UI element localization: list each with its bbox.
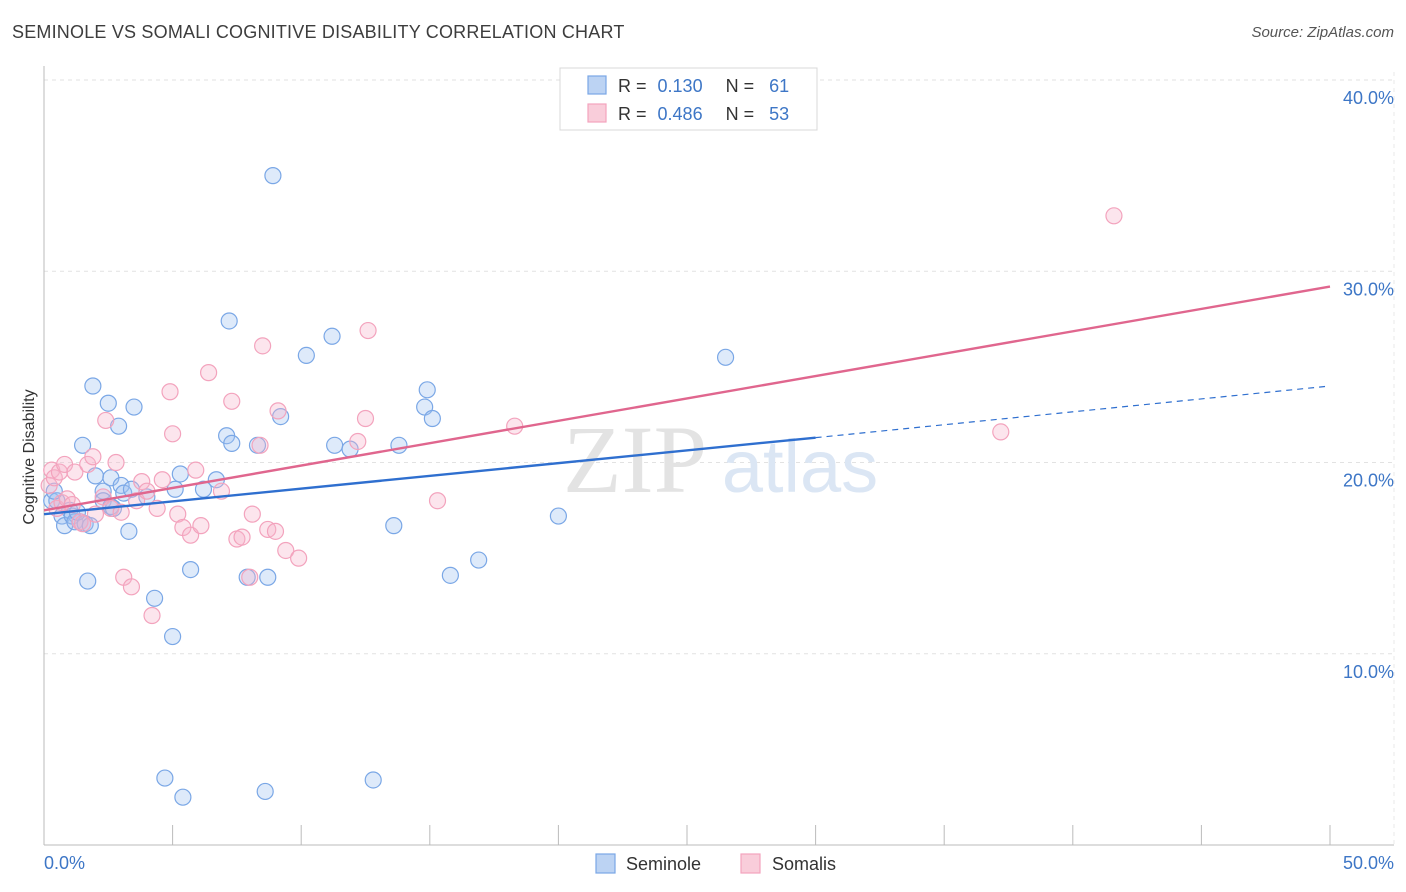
legend-swatch-seminole xyxy=(587,75,607,95)
seminole-point-32 xyxy=(182,560,200,579)
seminole-point-53 xyxy=(423,409,441,428)
legend-r-label-1: R = xyxy=(618,76,647,96)
somalis-point-41 xyxy=(243,505,261,523)
grid-lines xyxy=(44,72,1395,845)
seminole-point-48 xyxy=(364,771,382,789)
legend-r-value-2: 0.486 xyxy=(658,104,703,124)
somalis-point-29 xyxy=(164,425,182,443)
y-tick-labels: 10.0% 20.0% 30.0% 40.0% xyxy=(1343,88,1394,682)
seminole-point-23 xyxy=(120,522,138,540)
seminole-point-12 xyxy=(84,377,102,395)
seminole-point-49 xyxy=(385,517,403,535)
seminole-point-42 xyxy=(264,167,282,185)
somalis-point-35 xyxy=(200,364,218,382)
somalis-point-53 xyxy=(506,417,524,435)
legend-r-value-1: 0.130 xyxy=(658,76,703,96)
somalis-point-10 xyxy=(71,513,89,531)
somalis-point-52 xyxy=(428,492,447,510)
seminole-trend-extension xyxy=(815,385,1331,439)
somalis-point-28 xyxy=(161,383,179,401)
somalis-point-19 xyxy=(112,503,130,521)
seminole-point-10 xyxy=(79,572,97,590)
somalis-point-50 xyxy=(356,409,375,428)
somalis-point-55 xyxy=(1105,207,1123,225)
trend-lines xyxy=(43,285,1331,516)
seminole-point-46 xyxy=(326,436,344,454)
seminole-point-54 xyxy=(441,566,459,584)
chart-title: SEMINOLE VS SOMALI COGNITIVE DISABILITY … xyxy=(12,22,625,42)
legend-r-label-2: R = xyxy=(618,104,647,124)
somalis-point-51 xyxy=(359,321,377,340)
seminole-point-45 xyxy=(323,327,341,345)
somalis-point-33 xyxy=(187,461,205,479)
axes xyxy=(43,66,1394,846)
somalis-point-42 xyxy=(251,436,269,454)
seminole-point-31 xyxy=(174,788,192,806)
somalis-point-16 xyxy=(97,411,115,430)
somalis-point-18 xyxy=(107,453,125,472)
somalis-point-11 xyxy=(73,515,92,533)
svg-text:R = 0.486 N =: R = 0.486 N = 53 xyxy=(618,104,789,124)
watermark-atlas: atlas xyxy=(722,425,878,508)
somalis-point-23 xyxy=(133,473,151,491)
legend-n-label-2: N = xyxy=(726,104,755,124)
somalis-point-27 xyxy=(153,471,171,489)
somalis-point-45 xyxy=(266,522,285,540)
seminole-point-50 xyxy=(390,436,408,454)
y-axis-label: Cognitive Disability xyxy=(21,389,38,524)
seminole-trend-line xyxy=(43,436,816,516)
y-tick-label-1: 20.0% xyxy=(1343,471,1394,491)
somalis-point-47 xyxy=(277,541,295,560)
seminole-point-55 xyxy=(470,551,488,569)
somalis-point-21 xyxy=(122,578,141,596)
somalis-point-54 xyxy=(992,423,1010,441)
seminole-point-52 xyxy=(418,381,436,399)
seminole-point-44 xyxy=(297,346,315,364)
seminole-point-24 xyxy=(125,398,143,416)
stats-legend: R = 0.130 N = 61 R = 0.486 N = 53 xyxy=(559,67,818,131)
y-tick-label-0: 10.0% xyxy=(1343,662,1394,682)
seminole-point-8 xyxy=(73,436,92,454)
seminole-point-30 xyxy=(171,465,189,483)
somalis-point-39 xyxy=(233,528,251,546)
bottom-legend-seminole: Seminole xyxy=(626,854,701,874)
seminole-point-26 xyxy=(145,589,164,607)
source-label: Source: ZipAtlas.com xyxy=(1251,24,1394,41)
legend-n-value-1: 61 xyxy=(769,76,789,96)
series-legend: Seminole Somalis xyxy=(595,853,836,874)
seminole-point-40 xyxy=(256,782,274,801)
x-tick-label-max: 50.0% xyxy=(1343,853,1394,873)
bottom-legend-somalis: Somalis xyxy=(772,854,836,874)
legend-swatch-somalis xyxy=(587,103,607,123)
somalis-point-13 xyxy=(84,448,102,466)
bottom-legend-swatch-seminole xyxy=(595,853,616,874)
seminole-point-56 xyxy=(549,507,568,525)
seminole-point-28 xyxy=(164,627,182,646)
somalis-point-40 xyxy=(241,568,259,586)
somalis-point-34 xyxy=(192,517,210,535)
seminole-point-41 xyxy=(259,568,277,586)
svg-text:R = 0.130 N =: R = 0.130 N = 61 xyxy=(618,76,789,96)
y-tick-label-3: 40.0% xyxy=(1343,88,1394,108)
seminole-point-27 xyxy=(156,769,174,787)
somalis-point-49 xyxy=(349,432,367,451)
somalis-trend-line xyxy=(43,285,1331,512)
watermark: ZIP atlas xyxy=(563,406,878,513)
somalis-point-43 xyxy=(254,337,272,355)
bottom-legend-swatch-somalis xyxy=(740,853,761,874)
somalis-point-37 xyxy=(223,392,241,410)
seminole-point-16 xyxy=(99,394,117,412)
y-tick-label-2: 30.0% xyxy=(1343,279,1394,299)
seminole-point-37 xyxy=(223,434,241,452)
somalis-point-25 xyxy=(143,606,161,625)
legend-n-value-2: 53 xyxy=(769,104,789,124)
somalis-point-46 xyxy=(269,402,287,420)
somalis-point-48 xyxy=(290,549,308,567)
seminole-point-57 xyxy=(716,348,735,366)
legend-n-label-1: N = xyxy=(726,76,755,96)
seminole-point-36 xyxy=(220,312,238,330)
x-tick-label-min: 0.0% xyxy=(44,853,85,873)
somalis-point-9 xyxy=(66,463,84,481)
